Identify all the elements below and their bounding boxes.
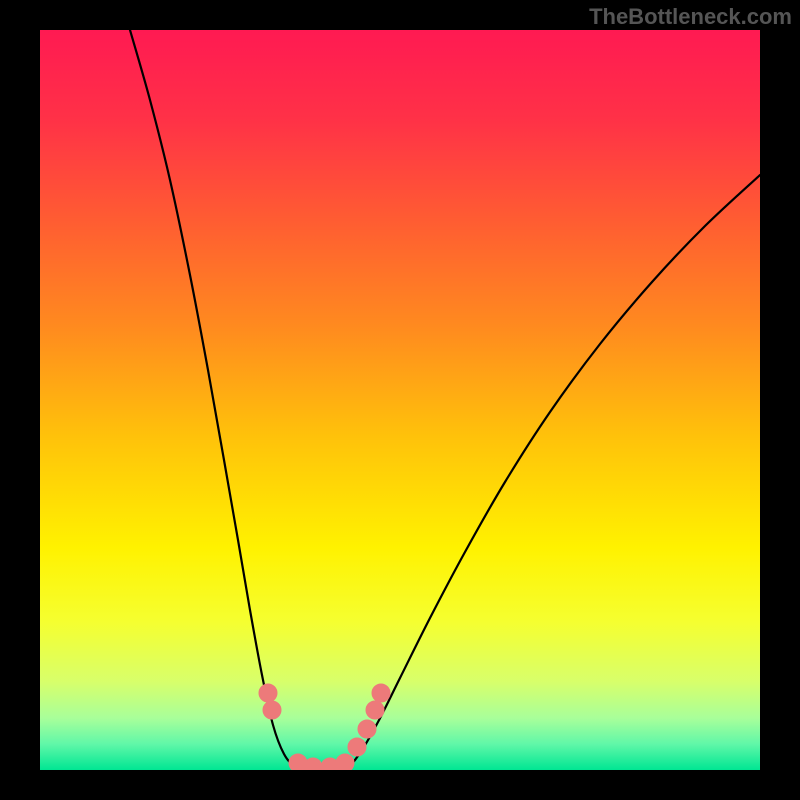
data-marker [366, 701, 384, 719]
plot-background [40, 30, 760, 770]
data-marker [336, 754, 354, 772]
plot-svg [0, 0, 800, 800]
data-marker [348, 738, 366, 756]
stage: TheBottleneck.com [0, 0, 800, 800]
watermark-text: TheBottleneck.com [589, 0, 800, 30]
data-marker [372, 684, 390, 702]
data-marker [304, 758, 322, 776]
data-marker [259, 684, 277, 702]
data-marker [358, 720, 376, 738]
data-marker [263, 701, 281, 719]
